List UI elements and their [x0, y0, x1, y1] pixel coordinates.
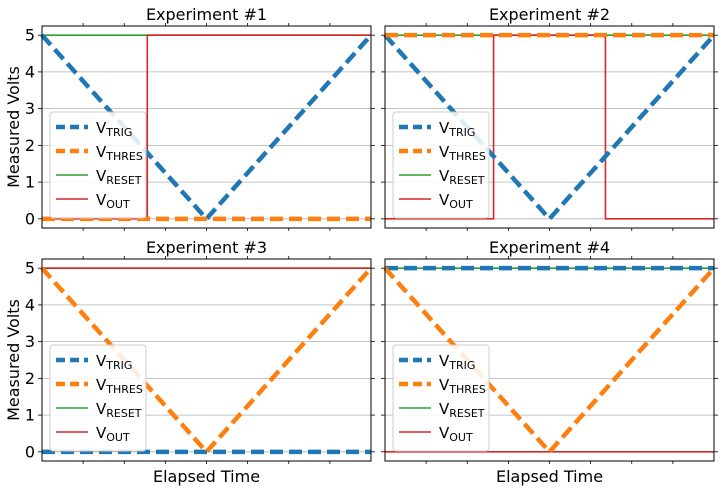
y-tick-label: 5: [25, 259, 35, 278]
series-line-out: [42, 34, 371, 220]
legend-label-reset: VRESET: [96, 167, 142, 187]
legend-label-out: VOUT: [96, 424, 130, 444]
legend-label-thres: VTHRES: [439, 376, 486, 396]
plot-frame: [384, 258, 715, 462]
chart-title: Experiment #1: [146, 5, 267, 24]
y-axis-label: Measured Volts: [4, 66, 23, 188]
y-tick-label: 5: [25, 26, 35, 45]
y-tick-label: 4: [25, 295, 35, 314]
chart-title: Experiment #4: [489, 238, 610, 257]
legend: VTRIG VTHRES VRESET VOUT: [49, 111, 147, 219]
y-tick-label: 1: [25, 406, 35, 425]
legend-label-trig: VTRIG: [439, 119, 475, 139]
y-tick-label: 3: [25, 332, 35, 351]
legend-label-thres: VTHRES: [96, 376, 143, 396]
plot-frame: [41, 258, 372, 462]
legend-box: [392, 111, 490, 219]
x-axis-label: Elapsed Time: [496, 467, 603, 486]
legend-label-out: VOUT: [439, 191, 473, 211]
legend-label-reset: VRESET: [439, 400, 485, 420]
legend: VTRIG VTHRES VRESET VOUT: [392, 344, 490, 452]
legend-label-thres: VTHRES: [96, 143, 143, 163]
y-tick-label: 2: [25, 136, 35, 155]
y-axis-label: Measured Volts: [4, 299, 23, 421]
plot-frame: [384, 25, 715, 229]
legend: VTRIG VTHRES VRESET VOUT: [49, 344, 147, 452]
legend-label-reset: VRESET: [96, 400, 142, 420]
legend-label-trig: VTRIG: [96, 119, 132, 139]
legend-label-out: VOUT: [439, 424, 473, 444]
series-line-thres: [40, 266, 373, 456]
x-axis-label: Elapsed Time: [153, 467, 260, 486]
legend: VTRIG VTHRES VRESET VOUT: [392, 111, 490, 219]
chart-panel-3: 0 1 2 3 4 5 Experiment #3 Measured Volts Elapsed…: [4, 238, 375, 486]
y-tick-label: 3: [25, 99, 35, 118]
y-tick-label: 1: [25, 173, 35, 192]
series-line-trig: [383, 33, 716, 223]
chart-panel-4: Experiment #4 Elapsed Time VTRIG VTHRES VRES…: [381, 238, 718, 486]
plot-frame: [41, 25, 372, 229]
legend-box: [49, 344, 147, 452]
chart-title: Experiment #3: [146, 238, 267, 257]
y-tick-label: 0: [25, 209, 35, 228]
y-tick-label: 0: [25, 442, 35, 461]
chart-title: Experiment #2: [489, 5, 610, 24]
series-line-thres: [383, 266, 716, 456]
chart-panel-2: Experiment #2 VTRIG VTHRES VRESET VOUT: [381, 5, 718, 231]
legend-label-trig: VTRIG: [96, 352, 132, 372]
legend-label-trig: VTRIG: [439, 352, 475, 372]
y-tick-label: 4: [25, 62, 35, 81]
y-tick-label: 2: [25, 369, 35, 388]
series-line-trig: [40, 33, 373, 223]
legend-box: [392, 344, 490, 452]
legend-label-thres: VTHRES: [439, 143, 486, 163]
legend-label-out: VOUT: [96, 191, 130, 211]
legend-box: [49, 111, 147, 219]
legend-label-reset: VRESET: [439, 167, 485, 187]
